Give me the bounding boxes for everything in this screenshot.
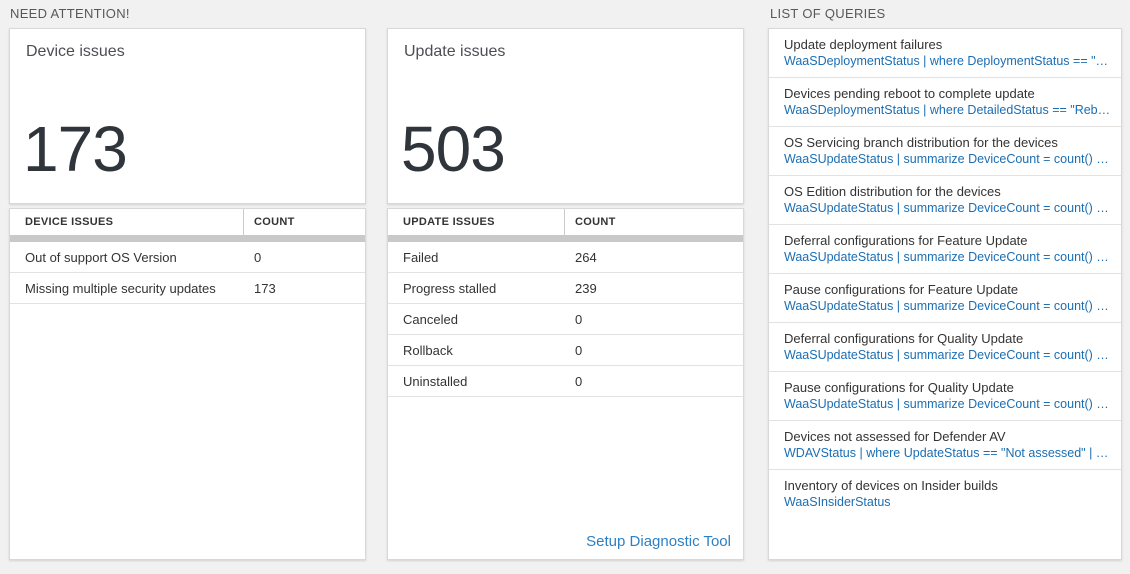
table-row[interactable]: Missing multiple security updates 173 xyxy=(10,273,365,304)
update-issues-table: UPDATE ISSUES COUNT Failed 264 Progress … xyxy=(387,208,744,560)
device-issues-table: DEVICE ISSUES COUNT Out of support OS Ve… xyxy=(9,208,366,560)
query-list-item[interactable]: OS Servicing branch distribution for the… xyxy=(769,127,1121,176)
section-header-need-attention: NEED ATTENTION! xyxy=(10,6,130,21)
query-list-item[interactable]: Pause configurations for Quality Update … xyxy=(769,372,1121,421)
issue-label: Out of support OS Version xyxy=(25,249,177,265)
table-header-row: DEVICE ISSUES COUNT xyxy=(10,209,365,235)
query-title: Deferral configurations for Feature Upda… xyxy=(784,233,1028,248)
header-divider-bar xyxy=(388,235,743,242)
issue-label: Missing multiple security updates xyxy=(25,280,216,296)
query-list-item[interactable]: OS Edition distribution for the devices … xyxy=(769,176,1121,225)
column-header-device-issues: DEVICE ISSUES xyxy=(10,209,244,235)
issue-label: Progress stalled xyxy=(403,280,497,296)
issue-label: Canceled xyxy=(403,311,458,327)
column-header-count: COUNT xyxy=(575,216,616,228)
issue-count: 0 xyxy=(575,373,583,389)
issue-label: Uninstalled xyxy=(403,373,468,389)
query-list-item[interactable]: Deferral configurations for Feature Upda… xyxy=(769,225,1121,274)
table-header-row: UPDATE ISSUES COUNT xyxy=(388,209,743,235)
table-row[interactable]: Uninstalled 0 xyxy=(388,366,743,397)
query-link[interactable]: WaaSDeploymentStatus | where DetailedSta… xyxy=(784,103,1111,117)
column-header-count: COUNT xyxy=(254,216,295,228)
query-title: Devices not assessed for Defender AV xyxy=(784,429,1006,444)
query-title: OS Servicing branch distribution for the… xyxy=(784,135,1058,150)
query-title: OS Edition distribution for the devices xyxy=(784,184,1001,199)
device-issues-tile[interactable]: Device issues 173 xyxy=(9,28,366,204)
issue-count: 264 xyxy=(575,249,597,265)
query-list-item[interactable]: Devices pending reboot to complete updat… xyxy=(769,78,1121,127)
table-row[interactable]: Out of support OS Version 0 xyxy=(10,242,365,273)
issue-label: Failed xyxy=(403,249,439,265)
query-list-item[interactable]: Inventory of devices on Insider builds W… xyxy=(769,470,1121,518)
query-list-item[interactable]: Pause configurations for Feature Update … xyxy=(769,274,1121,323)
query-list-item[interactable]: Update deployment failures WaaSDeploymen… xyxy=(769,29,1121,78)
list-of-queries-card: Update deployment failures WaaSDeploymen… xyxy=(768,28,1122,560)
issue-count: 173 xyxy=(254,280,276,296)
query-link[interactable]: WaaSUpdateStatus | summarize DeviceCount… xyxy=(784,348,1111,362)
query-link[interactable]: WaaSUpdateStatus | summarize DeviceCount… xyxy=(784,201,1111,215)
query-title: Pause configurations for Feature Update xyxy=(784,282,1019,297)
table-row[interactable]: Progress stalled 239 xyxy=(388,273,743,304)
table-row[interactable]: Canceled 0 xyxy=(388,304,743,335)
query-title: Pause configurations for Quality Update xyxy=(784,380,1014,395)
query-list-item[interactable]: Devices not assessed for Defender AV WDA… xyxy=(769,421,1121,470)
query-title: Deferral configurations for Quality Upda… xyxy=(784,331,1024,346)
query-link[interactable]: WaaSUpdateStatus | summarize DeviceCount… xyxy=(784,397,1111,411)
issue-count: 239 xyxy=(575,280,597,296)
table-row[interactable]: Rollback 0 xyxy=(388,335,743,366)
device-issues-count: 173 xyxy=(23,113,128,185)
query-link[interactable]: WaaSInsiderStatus xyxy=(784,495,891,509)
query-link[interactable]: WaaSUpdateStatus | summarize DeviceCount… xyxy=(784,152,1111,166)
query-link[interactable]: WDAVStatus | where UpdateStatus == "Not … xyxy=(784,446,1111,460)
issue-count: 0 xyxy=(254,249,262,265)
table-row[interactable]: Failed 264 xyxy=(388,242,743,273)
update-issues-title: Update issues xyxy=(404,43,506,60)
query-link[interactable]: WaaSDeploymentStatus | where DeploymentS… xyxy=(784,54,1111,68)
query-title: Inventory of devices on Insider builds xyxy=(784,478,998,493)
query-title: Update deployment failures xyxy=(784,37,943,52)
query-link[interactable]: WaaSUpdateStatus | summarize DeviceCount… xyxy=(784,250,1111,264)
update-issues-tile[interactable]: Update issues 503 xyxy=(387,28,744,204)
setup-diagnostic-tool-link[interactable]: Setup Diagnostic Tool xyxy=(586,533,731,550)
section-header-list-of-queries: LIST OF QUERIES xyxy=(770,6,886,21)
issue-count: 0 xyxy=(575,342,583,358)
device-issues-title: Device issues xyxy=(26,43,125,60)
update-issues-count: 503 xyxy=(401,113,506,185)
query-list-item[interactable]: Deferral configurations for Quality Upda… xyxy=(769,323,1121,372)
query-title: Devices pending reboot to complete updat… xyxy=(784,86,1035,101)
query-link[interactable]: WaaSUpdateStatus | summarize DeviceCount… xyxy=(784,299,1111,313)
issue-count: 0 xyxy=(575,311,583,327)
column-header-update-issues: UPDATE ISSUES xyxy=(388,209,565,235)
issue-label: Rollback xyxy=(403,342,453,358)
header-divider-bar xyxy=(10,235,365,242)
